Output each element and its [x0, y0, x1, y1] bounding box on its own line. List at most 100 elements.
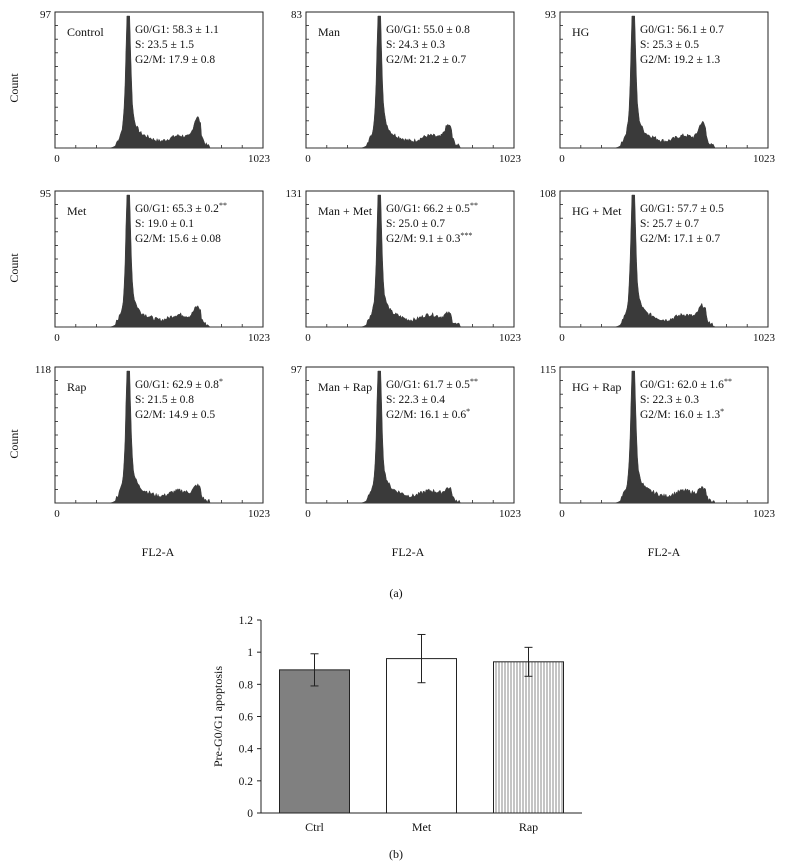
stat-s: S: 25.0 ± 0.7 — [386, 218, 445, 230]
histogram-panel-rap: 118 0 1023 Rap G0/G1: 62.9 ± 0.8* S: 21.5 ± 0… — [35, 364, 271, 520]
fl2a-axis-label-col1: FL2-A — [142, 545, 175, 559]
y-tick-label: 0 — [247, 808, 253, 820]
sig-marker: * — [466, 407, 470, 416]
sig-marker: ** — [219, 201, 227, 210]
sig-marker: * — [720, 407, 724, 416]
count-axis-label-row1: Count — [7, 73, 21, 103]
histogram-area — [560, 370, 768, 504]
stat-g0g1: G0/G1: 55.0 ± 0.8 — [386, 24, 470, 36]
count-axis-label-row3: Count — [7, 429, 21, 459]
histogram-area — [55, 194, 263, 328]
histogram-panel-control: 97 0 1023 Control G0/G1: 58.3 ± 1.1 S: 23.5 ±… — [40, 9, 271, 165]
condition-label: Rap — [67, 380, 86, 394]
histogram-panel-hg-plus-rap: 115 0 1023 HG + Rap G0/G1: 62.0 ± 1.6** S: 22… — [540, 364, 776, 520]
stat-g2m: G2/M: 16.1 ± 0.6* — [386, 407, 470, 421]
x-max-label: 1023 — [499, 332, 522, 344]
histogram-area — [306, 15, 514, 149]
bar-ctrl — [279, 669, 350, 814]
x-max-label: 1023 — [753, 332, 776, 344]
x-min-label: 0 — [559, 508, 565, 520]
stat-g2m: G2/M: 17.1 ± 0.7 — [640, 233, 720, 245]
bar-rap — [493, 661, 564, 814]
bar-met — [386, 658, 457, 814]
y-max-label: 108 — [540, 188, 557, 200]
stat-s: S: 21.5 ± 0.8 — [135, 394, 194, 406]
stat-s: S: 22.3 ± 0.3 — [640, 394, 699, 406]
histogram-area — [306, 194, 514, 328]
y-tick-label: 1 — [247, 647, 253, 659]
histogram-panel-hg: 93 0 1023 HG G0/G1: 56.1 ± 0.7 S: 25.3 ± 0.5 G… — [545, 9, 776, 165]
x-min-label: 0 — [559, 153, 565, 165]
stat-g0g1: G0/G1: 56.1 ± 0.7 — [640, 24, 724, 36]
histogram-panel-hg-plus-met: 108 0 1023 HG + Met G0/G1: 57.7 ± 0.5 S: 25.7… — [540, 188, 776, 344]
histogram-panel-man-plus-met: 131 0 1023 Man + Met G0/G1: 66.2 ± 0.5** S: 2… — [286, 188, 522, 344]
count-axis-label-row2: Count — [7, 253, 21, 283]
stat-s: S: 23.5 ± 1.5 — [135, 39, 194, 51]
stat-g0g1: G0/G1: 62.9 ± 0.8* — [135, 377, 223, 391]
x-min-label: 0 — [559, 332, 565, 344]
histogram-panel-man-plus-rap: 97 0 1023 Man + Rap G0/G1: 61.7 ± 0.5** S: 22… — [291, 364, 522, 520]
stat-g0g1: G0/G1: 65.3 ± 0.2** — [135, 201, 227, 215]
x-max-label: 1023 — [499, 508, 522, 520]
x-max-label: 1023 — [753, 508, 776, 520]
panel-b-label: (b) — [389, 847, 403, 861]
y-tick-label: 0.2 — [239, 776, 254, 788]
stat-g2m: G2/M: 9.1 ± 0.3*** — [386, 231, 472, 245]
histogram-area — [306, 370, 514, 504]
x-min-label: 0 — [305, 332, 311, 344]
panel-a-histograms: 97 0 1023 Control G0/G1: 58.3 ± 1.1 S: 23.5 ±… — [35, 9, 776, 520]
x-min-label: 0 — [305, 508, 311, 520]
condition-label: Control — [67, 25, 104, 39]
x-min-label: 0 — [54, 153, 60, 165]
condition-label: HG + Met — [572, 204, 622, 218]
y-tick-label: 0.8 — [239, 679, 254, 691]
x-max-label: 1023 — [499, 153, 522, 165]
y-tick-label: 1.2 — [239, 615, 254, 627]
y-tick-label: 0.4 — [239, 744, 254, 756]
fl2a-axis-label-col3: FL2-A — [648, 545, 681, 559]
y-max-label: 83 — [291, 9, 303, 21]
panel-a-label: (a) — [389, 586, 402, 600]
y-max-label: 97 — [40, 9, 52, 21]
y-max-label: 118 — [35, 364, 52, 376]
condition-label: HG — [572, 25, 590, 39]
sig-marker: * — [219, 377, 223, 386]
condition-label: Met — [67, 204, 87, 218]
sig-marker: ** — [470, 377, 478, 386]
stat-g0g1: G0/G1: 57.7 ± 0.5 — [640, 203, 724, 215]
x-min-label: 0 — [54, 508, 60, 520]
x-tick-label-met: Met — [412, 820, 432, 834]
stat-g0g1: G0/G1: 61.7 ± 0.5** — [386, 377, 478, 391]
y-max-label: 93 — [545, 9, 557, 21]
sig-marker: ** — [724, 377, 732, 386]
stat-s: S: 19.0 ± 0.1 — [135, 218, 194, 230]
stat-g2m: G2/M: 15.6 ± 0.08 — [135, 233, 221, 245]
x-min-label: 0 — [305, 153, 311, 165]
stat-s: S: 25.7 ± 0.7 — [640, 218, 699, 230]
histogram-area — [560, 194, 768, 328]
condition-label: Man + Rap — [318, 380, 372, 394]
stat-g2m: G2/M: 16.0 ± 1.3* — [640, 407, 724, 421]
histogram-area — [55, 370, 263, 504]
condition-label: HG + Rap — [572, 380, 621, 394]
x-tick-label-rap: Rap — [519, 820, 538, 834]
x-tick-label-ctrl: Ctrl — [305, 820, 324, 834]
histogram-panel-met: 95 0 1023 Met G0/G1: 65.3 ± 0.2** S: 19.0 ± 0… — [40, 188, 271, 344]
y-max-label: 115 — [540, 364, 557, 376]
condition-label: Man — [318, 25, 340, 39]
y-tick-label: 0.6 — [239, 712, 254, 724]
stat-s: S: 25.3 ± 0.5 — [640, 39, 699, 51]
stat-s: S: 22.3 ± 0.4 — [386, 394, 445, 406]
y-max-label: 95 — [40, 188, 52, 200]
x-max-label: 1023 — [248, 332, 271, 344]
stat-g2m: G2/M: 17.9 ± 0.8 — [135, 54, 215, 66]
stat-g0g1: G0/G1: 62.0 ± 1.6** — [640, 377, 732, 391]
sig-marker: ** — [470, 201, 478, 210]
x-max-label: 1023 — [753, 153, 776, 165]
x-max-label: 1023 — [248, 508, 271, 520]
stat-g2m: G2/M: 21.2 ± 0.7 — [386, 54, 466, 66]
histogram-area — [560, 15, 768, 149]
condition-label: Man + Met — [318, 204, 373, 218]
y-axis-label: Pre-G0/G1 apoptosis — [211, 666, 225, 767]
